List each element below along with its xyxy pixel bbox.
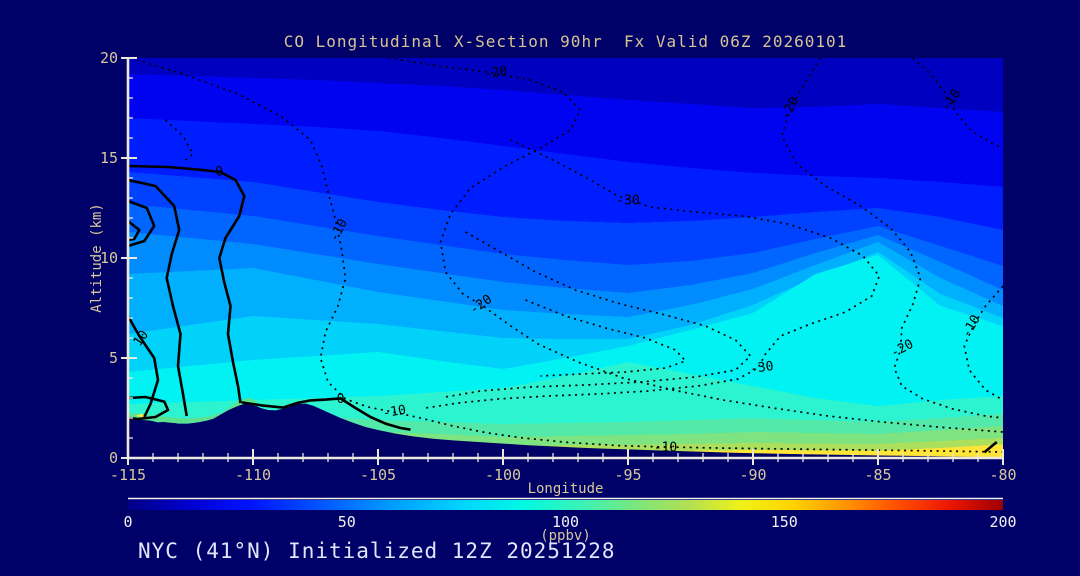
contour-line-dotted (387, 58, 1003, 433)
colorbar-units-label: (ppbv) (540, 528, 591, 544)
x-axis-title: Longitude (527, 481, 604, 497)
contour-label: -10 (382, 403, 408, 422)
contour-line-solid (241, 397, 411, 431)
contour-line-solid (128, 315, 160, 418)
contour-line-solid (128, 164, 246, 404)
contour-line-solid (128, 219, 141, 242)
contour-line-dotted (963, 285, 1003, 401)
terrain-silhouette (128, 403, 1003, 458)
y-axis-title: Altitude (km) (89, 203, 105, 313)
contour-line-dotted (130, 58, 1003, 453)
contour-label: -10 (654, 441, 677, 456)
contour-label: -30 (616, 194, 639, 209)
colorbar-gradient (128, 500, 1003, 510)
contour-line-solid (128, 178, 188, 417)
chart-title: CO Longitudinal X-Section 90hr Fx Valid … (283, 32, 848, 51)
contour-label: -30 (749, 359, 774, 377)
contour-line-solid (128, 199, 156, 248)
contour-line-dotted (164, 119, 195, 161)
contour-label: 0 (337, 392, 345, 407)
contour-line-solid (983, 441, 998, 454)
contour-label: 10 (131, 328, 152, 349)
run-info-caption: NYC (41°N) Initialized 12Z 20251228 (138, 539, 616, 563)
surface-patch (128, 398, 256, 423)
contour-line-solid (128, 395, 170, 421)
contour-label: 0 (214, 164, 225, 180)
contour-label: -20 (483, 64, 508, 82)
